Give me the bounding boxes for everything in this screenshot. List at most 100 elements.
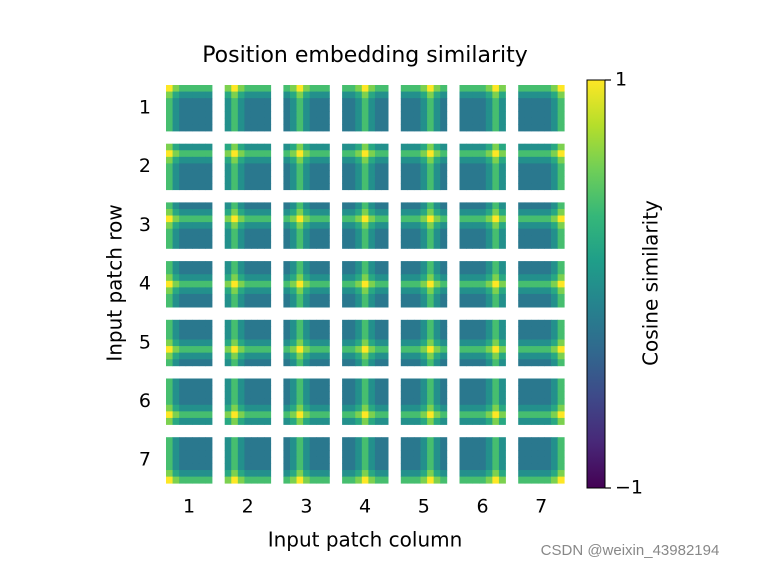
heatmap-cell xyxy=(198,183,206,191)
tile xyxy=(400,437,448,484)
heatmap-cell xyxy=(407,287,415,295)
heatmap-cell xyxy=(348,169,356,177)
tile xyxy=(342,202,389,249)
heatmap-cell xyxy=(237,385,245,393)
heatmap-cell xyxy=(420,326,428,334)
heatmap-cell xyxy=(342,98,350,106)
heatmap-cell xyxy=(192,228,200,236)
heatmap-cell xyxy=(172,417,180,425)
heatmap-cell xyxy=(368,398,376,406)
heatmap-cell xyxy=(492,287,500,295)
heatmap-cell xyxy=(257,378,265,386)
heatmap-cell xyxy=(289,378,297,386)
heatmap-cell xyxy=(374,332,382,340)
heatmap-cell xyxy=(264,437,272,445)
heatmap-cell xyxy=(537,332,545,340)
heatmap-cell xyxy=(283,346,291,354)
heatmap-cell xyxy=(224,222,232,230)
heatmap-cell xyxy=(492,267,500,275)
heatmap-cell xyxy=(198,352,206,360)
heatmap-cell xyxy=(355,287,363,295)
heatmap-cell xyxy=(479,411,487,419)
heatmap-cell xyxy=(433,280,441,288)
heatmap-cell xyxy=(237,339,245,347)
heatmap-cell xyxy=(524,417,532,425)
heatmap-cell xyxy=(296,208,304,216)
heatmap-cell xyxy=(466,287,474,295)
heatmap-cell xyxy=(485,169,493,177)
heatmap-cell xyxy=(322,437,330,445)
heatmap-cell xyxy=(466,215,474,223)
heatmap-cell xyxy=(466,319,474,327)
heatmap-cell xyxy=(231,143,239,151)
heatmap-cell xyxy=(492,117,500,125)
heatmap-cell xyxy=(400,391,408,399)
heatmap-cell xyxy=(309,215,317,223)
heatmap-cell xyxy=(433,176,441,184)
heatmap-cell xyxy=(407,183,415,191)
heatmap-cell xyxy=(309,150,317,158)
heatmap-cell xyxy=(427,124,435,132)
heatmap-cell xyxy=(381,91,389,99)
heatmap-cell xyxy=(427,378,435,386)
heatmap-cell xyxy=(309,91,317,99)
heatmap-cell xyxy=(433,267,441,275)
heatmap-cell xyxy=(466,150,474,158)
heatmap-cell xyxy=(257,287,265,295)
heatmap-cell xyxy=(524,215,532,223)
heatmap-cell xyxy=(381,117,389,125)
heatmap-cell xyxy=(316,150,324,158)
heatmap-cell xyxy=(440,98,448,106)
heatmap-cell xyxy=(427,391,435,399)
heatmap-cell xyxy=(440,241,448,249)
heatmap-cell xyxy=(342,476,350,484)
heatmap-cell xyxy=(479,470,487,478)
heatmap-cell xyxy=(459,378,467,386)
heatmap-cell xyxy=(551,470,559,478)
heatmap-cell xyxy=(420,117,428,125)
heatmap-cell xyxy=(322,98,330,106)
heatmap-cell xyxy=(551,235,559,243)
heatmap-cell xyxy=(374,228,382,236)
heatmap-cell xyxy=(492,332,500,340)
heatmap-cell xyxy=(192,85,200,92)
heatmap-cell xyxy=(342,411,350,419)
heatmap-cell xyxy=(322,156,330,164)
heatmap-cell xyxy=(289,143,297,151)
heatmap-cell xyxy=(289,228,297,236)
heatmap-cell xyxy=(472,150,480,158)
heatmap-cell xyxy=(283,202,291,210)
heatmap-cell xyxy=(322,235,330,243)
heatmap-cell xyxy=(433,222,441,230)
heatmap-cell xyxy=(374,476,382,484)
heatmap-cell xyxy=(303,91,311,99)
heatmap-cell xyxy=(407,280,415,288)
heatmap-cell xyxy=(492,411,500,419)
heatmap-cell xyxy=(224,91,232,99)
heatmap-cell xyxy=(472,267,480,275)
heatmap-cell xyxy=(303,437,311,445)
heatmap-cell xyxy=(303,104,311,112)
heatmap-cell xyxy=(407,437,415,445)
heatmap-cell xyxy=(237,98,245,106)
heatmap-cell xyxy=(433,411,441,419)
heatmap-cell xyxy=(472,280,480,288)
heatmap-cell xyxy=(433,456,441,464)
heatmap-cell xyxy=(179,450,187,458)
x-tick-label: 3 xyxy=(300,496,312,518)
heatmap-cell xyxy=(185,117,193,125)
heatmap-cell xyxy=(198,339,206,347)
heatmap-cell xyxy=(250,417,258,425)
heatmap-cell xyxy=(374,215,382,223)
heatmap-cell xyxy=(537,398,545,406)
heatmap-cell xyxy=(472,391,480,399)
heatmap-cell xyxy=(166,443,173,451)
heatmap-cell xyxy=(485,241,493,249)
heatmap-cell xyxy=(498,450,506,458)
heatmap-cell xyxy=(342,463,350,471)
heatmap-cell xyxy=(322,404,330,412)
heatmap-cell xyxy=(348,163,356,171)
heatmap-cell xyxy=(433,404,441,412)
heatmap-cell xyxy=(244,287,252,295)
heatmap-cell xyxy=(283,267,291,275)
